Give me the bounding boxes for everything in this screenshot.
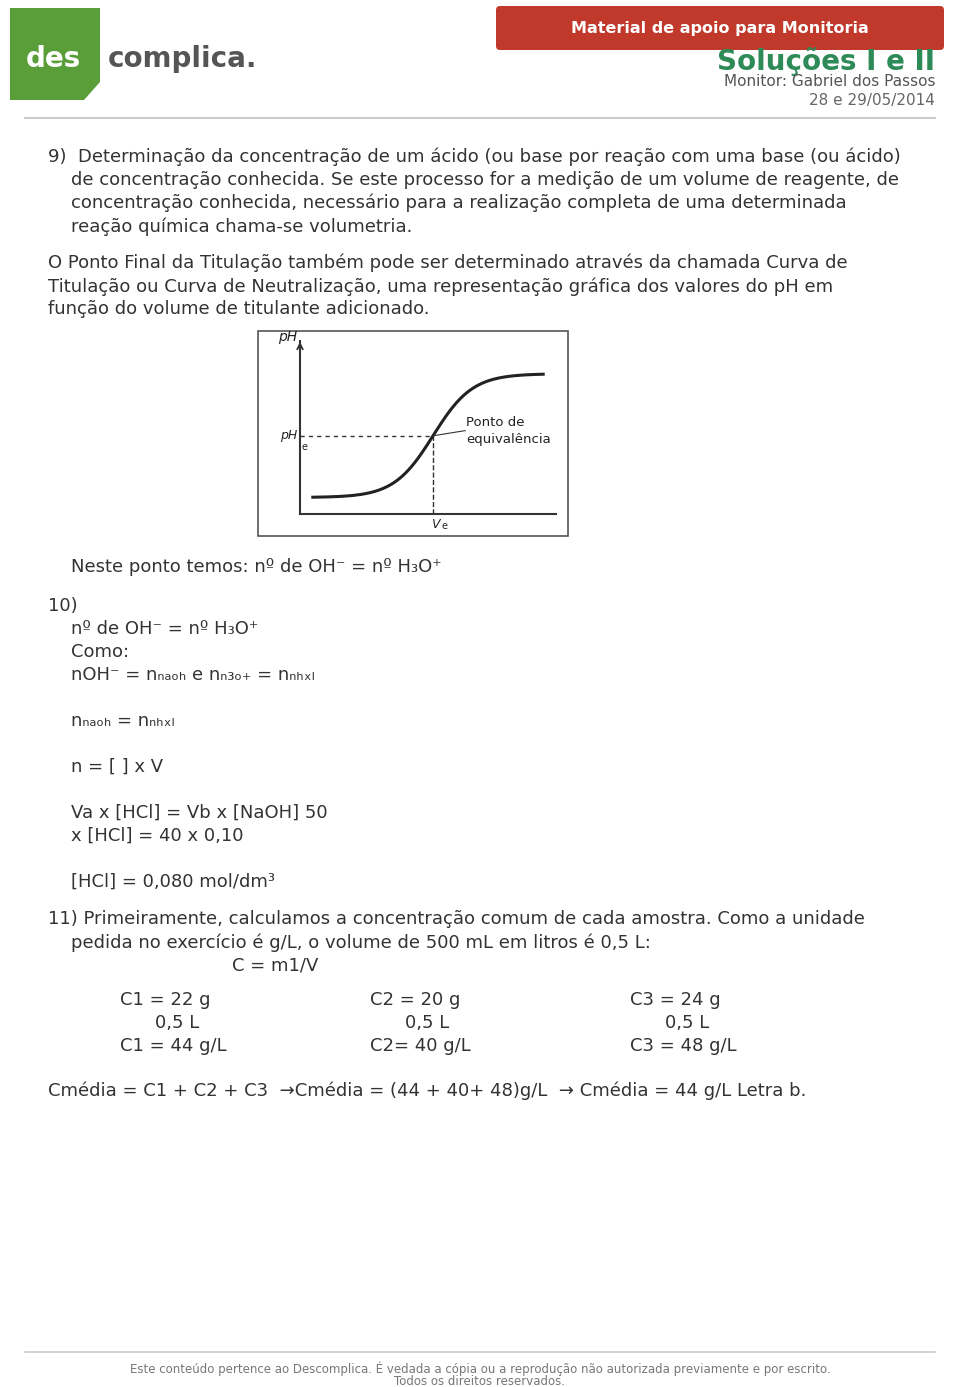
Text: 11) Primeiramente, calculamos a concentração comum de cada amostra. Como a unida: 11) Primeiramente, calculamos a concentr… xyxy=(48,910,865,928)
Text: e: e xyxy=(301,441,307,452)
Text: Titulação ou Curva de Neutralização, uma representação gráfica dos valores do pH: Titulação ou Curva de Neutralização, uma… xyxy=(48,277,833,295)
Text: Como:: Como: xyxy=(48,644,130,662)
Text: C3 = 48 g/L: C3 = 48 g/L xyxy=(630,1037,736,1056)
Text: des: des xyxy=(25,44,81,74)
Text: e: e xyxy=(442,522,447,531)
Text: Neste ponto temos: nº de OH⁻ = nº H₃O⁺: Neste ponto temos: nº de OH⁻ = nº H₃O⁺ xyxy=(48,558,442,576)
Text: Soluções I e II: Soluções I e II xyxy=(717,47,935,76)
Text: Monitor: Gabriel dos Passos: Monitor: Gabriel dos Passos xyxy=(724,75,935,90)
Text: função do volume de titulante adicionado.: função do volume de titulante adicionado… xyxy=(48,300,429,318)
Text: C2= 40 g/L: C2= 40 g/L xyxy=(370,1037,470,1056)
Text: pH: pH xyxy=(277,330,297,344)
Text: 0,5 L: 0,5 L xyxy=(405,1014,449,1032)
Text: C1 = 22 g: C1 = 22 g xyxy=(120,990,210,1008)
Text: reação química chama-se volumetria.: reação química chama-se volumetria. xyxy=(48,216,413,236)
Text: O Ponto Final da Titulação também pode ser determinado através da chamada Curva : O Ponto Final da Titulação também pode s… xyxy=(48,254,848,272)
Text: C1 = 44 g/L: C1 = 44 g/L xyxy=(120,1037,227,1056)
FancyBboxPatch shape xyxy=(496,6,944,50)
Text: n = [ ] x V: n = [ ] x V xyxy=(48,759,163,775)
Text: concentração conhecida, necessário para a realização completa de uma determinada: concentração conhecida, necessário para … xyxy=(48,194,847,212)
Text: de concentração conhecida. Se este processo for a medição de um volume de reagen: de concentração conhecida. Se este proce… xyxy=(48,171,899,189)
Text: C3 = 24 g: C3 = 24 g xyxy=(630,990,721,1008)
Text: Todos os direitos reservados.: Todos os direitos reservados. xyxy=(395,1375,565,1387)
Text: pedida no exercício é g/L, o volume de 500 mL em litros é 0,5 L:: pedida no exercício é g/L, o volume de 5… xyxy=(48,933,651,951)
Text: C2 = 20 g: C2 = 20 g xyxy=(370,990,461,1008)
Text: pH: pH xyxy=(279,429,297,442)
Text: nₙₐₒₕ = nₙₕₓₗ: nₙₐₒₕ = nₙₕₓₗ xyxy=(48,712,175,730)
Text: C = m1/V: C = m1/V xyxy=(48,956,319,974)
Text: Cmédia = C1 + C2 + C3  →Cmédia = (44 + 40+ 48)g/L  → Cmédia = 44 g/L Letra b.: Cmédia = C1 + C2 + C3 →Cmédia = (44 + 40… xyxy=(48,1082,806,1100)
Text: 10): 10) xyxy=(48,596,78,614)
Text: Material de apoio para Monitoria: Material de apoio para Monitoria xyxy=(571,21,869,36)
Text: 0,5 L: 0,5 L xyxy=(665,1014,709,1032)
Text: V: V xyxy=(431,517,440,531)
Text: 0,5 L: 0,5 L xyxy=(155,1014,200,1032)
Polygon shape xyxy=(10,8,100,100)
Text: Este conteúdo pertence ao Descomplica. É vedada a cópia ou a reprodução não auto: Este conteúdo pertence ao Descomplica. É… xyxy=(130,1362,830,1376)
Text: [HCl] = 0,080 mol/dm³: [HCl] = 0,080 mol/dm³ xyxy=(48,872,275,890)
Bar xyxy=(258,331,568,535)
Text: nOH⁻ = nₙₐₒₕ e nₙ₃ₒ₊ = nₙₕₓₗ: nOH⁻ = nₙₐₒₕ e nₙ₃ₒ₊ = nₙₕₓₗ xyxy=(48,666,315,684)
Text: nº de OH⁻ = nº H₃O⁺: nº de OH⁻ = nº H₃O⁺ xyxy=(48,620,258,638)
Text: Va x [HCl] = Vb x [NaOH] 50: Va x [HCl] = Vb x [NaOH] 50 xyxy=(48,804,327,822)
Text: 9)  Determinação da concentração de um ácido (ou base por reação com uma base (o: 9) Determinação da concentração de um ác… xyxy=(48,148,900,166)
Text: 28 e 29/05/2014: 28 e 29/05/2014 xyxy=(809,93,935,108)
Text: complica.: complica. xyxy=(108,44,257,74)
Text: x [HCl] = 40 x 0,10: x [HCl] = 40 x 0,10 xyxy=(48,827,244,845)
Text: Ponto de
equivalência: Ponto de equivalência xyxy=(467,416,551,445)
